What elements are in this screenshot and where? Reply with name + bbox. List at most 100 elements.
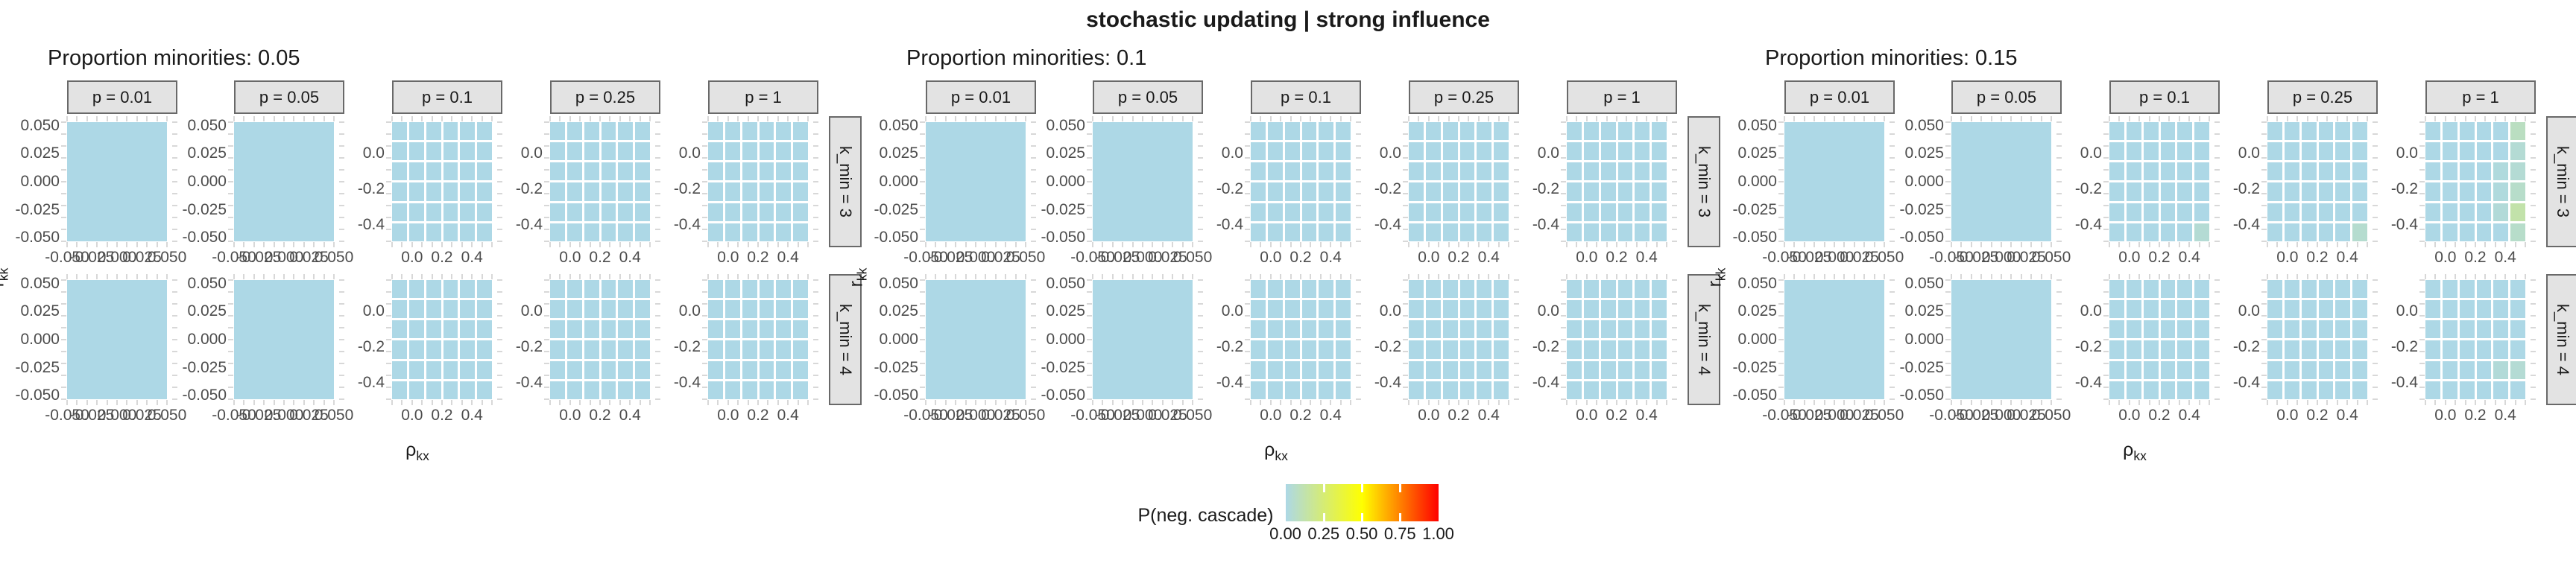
y-tick-label: 0.050 — [187, 116, 227, 134]
y-axis-gutter: 0.050 0.025 0.000 -0.025 -0.050 — [874, 274, 926, 425]
heatmap-tile — [742, 162, 757, 181]
axis-tick — [1245, 145, 1250, 147]
axis-tick — [1813, 242, 1816, 247]
x-tick-label: 0.2 — [1448, 407, 1470, 424]
axis-tick — [2103, 387, 2109, 388]
y-tick-label: 0.025 — [879, 144, 918, 162]
axis-tick — [333, 116, 335, 121]
axis-tick — [1561, 375, 1566, 376]
y-tick-label: -0.2 — [515, 337, 543, 355]
axis-tick — [1172, 274, 1174, 279]
axis-tick — [2276, 274, 2279, 279]
heatmap-tile — [2194, 300, 2209, 319]
axis-tick — [544, 241, 549, 242]
heatmap-tile — [1567, 280, 1582, 299]
heatmap-tile — [2318, 360, 2334, 379]
y-tick-label: -0.4 — [2074, 215, 2102, 233]
axis-tick — [2373, 327, 2378, 328]
axis-tick — [747, 242, 749, 247]
axis-tick — [2373, 303, 2378, 305]
axis-tick — [619, 242, 621, 247]
heatmap-panel — [1566, 274, 1677, 405]
heatmap-tile — [2160, 182, 2176, 201]
axis-tick — [1945, 279, 1951, 281]
axis-tick — [1514, 193, 1519, 194]
heatmap-panel — [2109, 274, 2220, 405]
axis-tick — [228, 303, 233, 305]
axis-tick — [544, 387, 549, 388]
axis-tick — [2056, 351, 2062, 352]
axis-tick — [1863, 116, 1866, 121]
axis-tick — [1300, 116, 1301, 121]
heatmap-tile — [2459, 360, 2475, 379]
axis-tick — [386, 157, 391, 159]
x-tick-label: 0.2 — [589, 249, 611, 266]
heatmap-tile-grid — [2425, 122, 2525, 241]
y-tick-label: -0.050 — [1732, 387, 1777, 404]
axis-tick — [702, 217, 707, 218]
heatmap-tile-area — [1951, 122, 2051, 241]
axis-tick — [1778, 315, 1784, 317]
axis-tick — [569, 116, 571, 121]
axis-tick — [1672, 229, 1677, 230]
axis-tick — [1102, 274, 1104, 279]
axis-tick — [172, 363, 177, 364]
axis-tick — [1884, 400, 1885, 405]
y-axis-gutter: 0.050 0.025 0.000 -0.025 -0.050 — [1732, 80, 1784, 267]
axis-tick — [1087, 315, 1092, 317]
axis-tick — [2475, 242, 2476, 247]
x-tick-label: -0.025 — [1787, 407, 1832, 424]
axis-tick — [1873, 274, 1875, 279]
axis-tick — [544, 339, 549, 340]
axis-tick — [1458, 274, 1459, 279]
axis-tick — [1438, 242, 1440, 247]
axis-tick — [1468, 400, 1470, 405]
y-tick-label: 0.025 — [1046, 144, 1085, 162]
axis-tick — [1890, 145, 1895, 147]
facet-panel-column: 0.0 0.2 0.4 — [2425, 274, 2536, 425]
heatmap-tile — [2267, 122, 2282, 141]
axis-tick — [1566, 116, 1568, 121]
legend-tick-notch — [1322, 513, 1325, 521]
axis-tick — [2056, 339, 2062, 340]
x-tick-label: 0.0 — [2118, 407, 2141, 424]
x-tick-label: -0.025 — [1095, 249, 1140, 266]
axis-tick — [2373, 315, 2378, 317]
axis-tick — [2030, 242, 2033, 247]
heatmap-tile-grid — [2425, 280, 2525, 399]
axis-tick — [1834, 400, 1835, 405]
axis-tick — [813, 157, 818, 159]
axis-tick — [491, 242, 493, 247]
axis-tick — [655, 351, 660, 352]
axis-tick — [925, 242, 926, 247]
heatmap-tile — [550, 280, 565, 299]
axis-tick — [1970, 116, 1972, 121]
y-tick-label: 0.0 — [2238, 144, 2260, 162]
axis-tick — [1488, 274, 1490, 279]
heatmap-tile — [759, 280, 774, 299]
heatmap-tile — [2459, 340, 2475, 359]
heatmap-tile — [2177, 381, 2193, 399]
heatmap-tile — [1319, 320, 1334, 339]
axis-tick — [1784, 242, 1785, 247]
heatmap-panel — [66, 116, 177, 247]
heatmap-tile-grid — [392, 122, 492, 241]
axis-tick — [156, 400, 158, 405]
x-tick-label: 0.0 — [2276, 407, 2299, 424]
heatmap-tile — [2194, 142, 2209, 161]
x-tick-label: -0.025 — [928, 249, 973, 266]
y-tick-label: -0.025 — [1899, 359, 1944, 377]
heatmap-tile — [2335, 182, 2351, 201]
heatmap-tile — [2459, 122, 2475, 141]
axis-tick — [767, 400, 769, 405]
heatmap-tile — [1600, 182, 1616, 201]
axis-tick — [1890, 181, 1895, 182]
axis-tick — [579, 274, 581, 279]
axis-tick — [1031, 327, 1036, 328]
axis-tick — [2286, 400, 2288, 405]
y-axis-title: rkk — [1704, 268, 1729, 287]
x-axis-title-base: ρ — [1264, 439, 1275, 460]
heatmap-tile — [776, 340, 792, 359]
facet-panel-cell: 0.050 0.025 0.000 -0.025 -0.050 p = 0.01 -0.05… — [15, 80, 186, 267]
facet-row-strip: k_min = 3 — [829, 116, 862, 247]
